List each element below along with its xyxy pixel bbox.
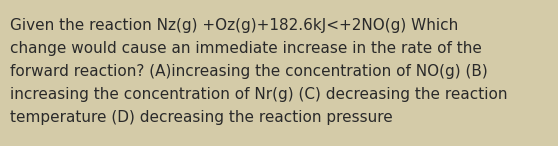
Text: temperature (D) decreasing the reaction pressure: temperature (D) decreasing the reaction … xyxy=(10,110,393,125)
Text: Given the reaction Nz(g) +Oz(g)+182.6kJ<+2NO(g) Which: Given the reaction Nz(g) +Oz(g)+182.6kJ<… xyxy=(10,18,458,33)
Text: change would cause an immediate increase in the rate of the: change would cause an immediate increase… xyxy=(10,41,482,56)
Text: increasing the concentration of Nr(g) (C) decreasing the reaction: increasing the concentration of Nr(g) (C… xyxy=(10,87,507,102)
Text: forward reaction? (A)increasing the concentration of NO(g) (B): forward reaction? (A)increasing the conc… xyxy=(10,64,488,79)
